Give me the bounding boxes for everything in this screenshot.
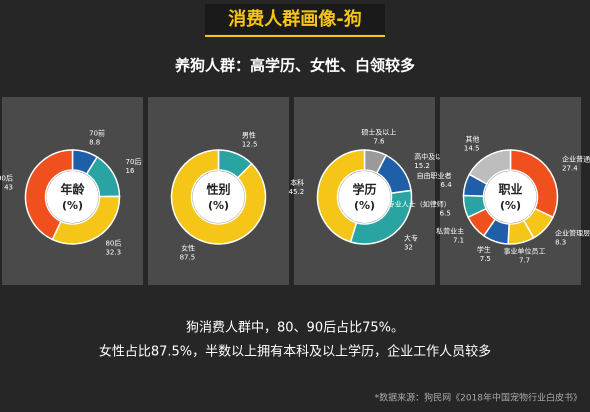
slice-value: 45.2 [289, 188, 305, 196]
slice-value: 32.3 [105, 248, 121, 256]
slice-label: 70后 [126, 157, 142, 166]
slice-value: 7.6 [373, 138, 385, 146]
slice-value: 14.5 [464, 144, 480, 152]
center-title: 职业 [498, 182, 522, 197]
slice-value: 7.7 [519, 256, 530, 264]
footer-line: 狗消费人群中，80、90后占比75%。 [186, 321, 404, 336]
slice-label: 事业单位员工 [504, 246, 546, 255]
slice-label: 学生 [477, 245, 491, 254]
slice-label: 男性 [242, 131, 256, 140]
slice-label: 70前 [89, 128, 105, 137]
slice-value: 87.5 [180, 253, 196, 261]
slice-value: 32 [404, 244, 413, 252]
slice [468, 149, 512, 185]
slice-label: 其他 [465, 134, 479, 143]
slice-label: 企业普通职员 [562, 154, 590, 163]
center-unit: (%) [500, 199, 521, 212]
title-band [205, 4, 385, 34]
slice-label: 私营业主 [436, 227, 464, 236]
slice-value: 7.1 [453, 237, 464, 245]
slice-label: 专业人士（如律师） [388, 199, 451, 208]
slice-label: 女性 [181, 243, 195, 252]
slice-label: 90后 [0, 174, 13, 183]
slice-value: 8.3 [555, 239, 566, 247]
slice [24, 149, 74, 241]
slice-value: 8.8 [89, 138, 100, 146]
center-title: 年龄 [60, 182, 85, 197]
slice-label: 本科 [290, 178, 304, 187]
slice-value: 12.5 [242, 141, 258, 149]
slice [170, 149, 267, 245]
center-title: 学历 [352, 182, 376, 197]
subtitle: 养狗人群：高学历、女性、白领较多 [174, 57, 415, 75]
center-unit: (%) [208, 199, 229, 212]
donut-hole [484, 171, 537, 223]
donut-hole [192, 171, 245, 223]
title: 消费人群画像-狗 [228, 8, 361, 30]
slice-value: 27.4 [562, 164, 578, 172]
slice-value: 15.2 [414, 162, 430, 170]
slice-value: 7.5 [480, 255, 491, 263]
slice-value: 16 [126, 167, 135, 175]
source: *数据来源：狗民网《2018年中国宠物行业白皮书》 [375, 392, 582, 404]
slice-label: 大专 [404, 234, 418, 243]
footer-line: 女性占比87.5%，半数以上拥有本科及以上学历，企业工作人员较多 [99, 344, 491, 360]
slice-label: 硕士及以上 [361, 128, 396, 137]
slice-value: 6.5 [440, 209, 451, 217]
slice [316, 149, 366, 243]
center-unit: (%) [62, 199, 83, 212]
slice-label: 高中及以下 [414, 152, 449, 161]
slice-label: 自由职业者 [417, 171, 452, 180]
slice-label: 企业管理层 [555, 229, 590, 238]
slice-value: 6.4 [441, 181, 453, 189]
slice-label: 80后 [105, 238, 121, 247]
slice-value: 43 [4, 184, 13, 192]
donut-hole [338, 171, 391, 223]
center-unit: (%) [354, 199, 375, 212]
donut-hole [46, 171, 99, 223]
center-title: 性别 [205, 182, 230, 197]
